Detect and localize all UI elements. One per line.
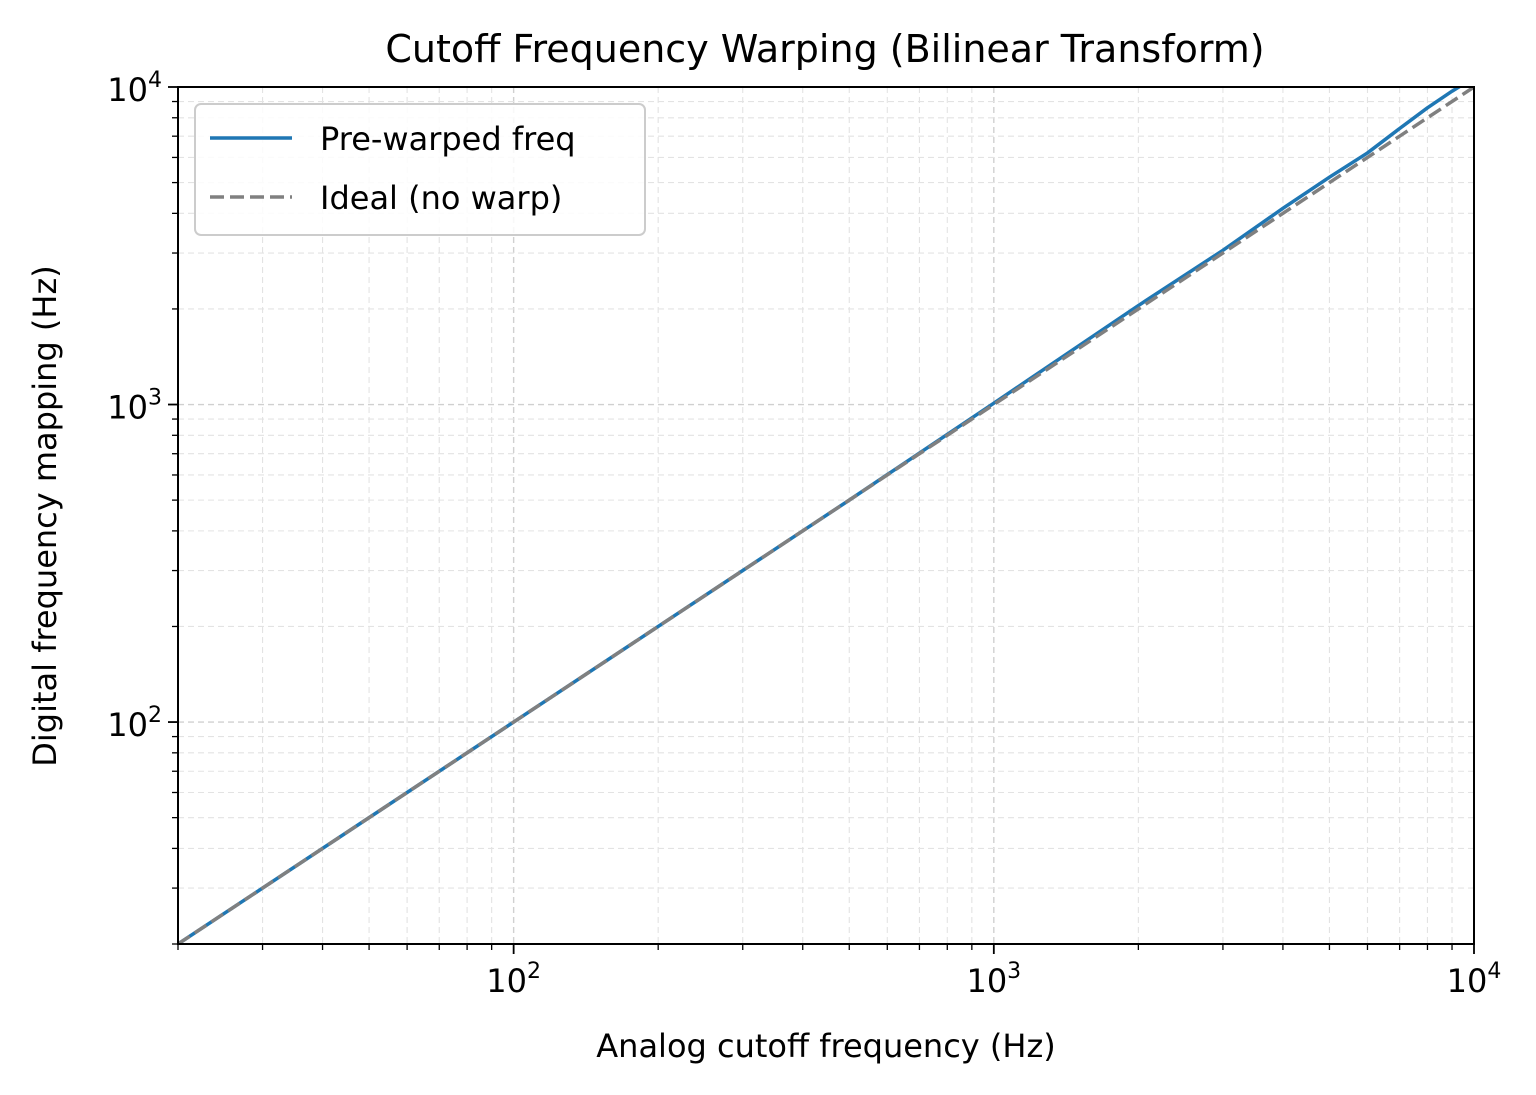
y-tick-label: 103: [107, 386, 162, 427]
legend-label-pre-warped: Pre-warped freq: [320, 120, 576, 158]
legend-label-ideal: Ideal (no warp): [320, 179, 562, 217]
y-tick-label: 104: [107, 68, 162, 109]
y-tick-label: 102: [107, 703, 162, 744]
series-layer: [178, 87, 1474, 944]
y-axis-label: Digital frequency mapping (Hz): [26, 265, 64, 767]
chart-title: Cutoff Frequency Warping (Bilinear Trans…: [385, 27, 1264, 71]
series-line-ideal: [178, 87, 1474, 944]
x-tick-label: 104: [1447, 959, 1502, 1000]
legend: Pre-warped freq Ideal (no warp): [194, 103, 646, 236]
x-tick-label: 103: [966, 959, 1021, 1000]
x-axis-label: Analog cutoff frequency (Hz): [596, 1027, 1055, 1065]
x-tick-label: 102: [486, 959, 541, 1000]
legend-box: [194, 103, 646, 236]
ticks: 102 103 104 102 103 104: [107, 68, 1501, 1000]
plot-frame: [177, 86, 1475, 945]
